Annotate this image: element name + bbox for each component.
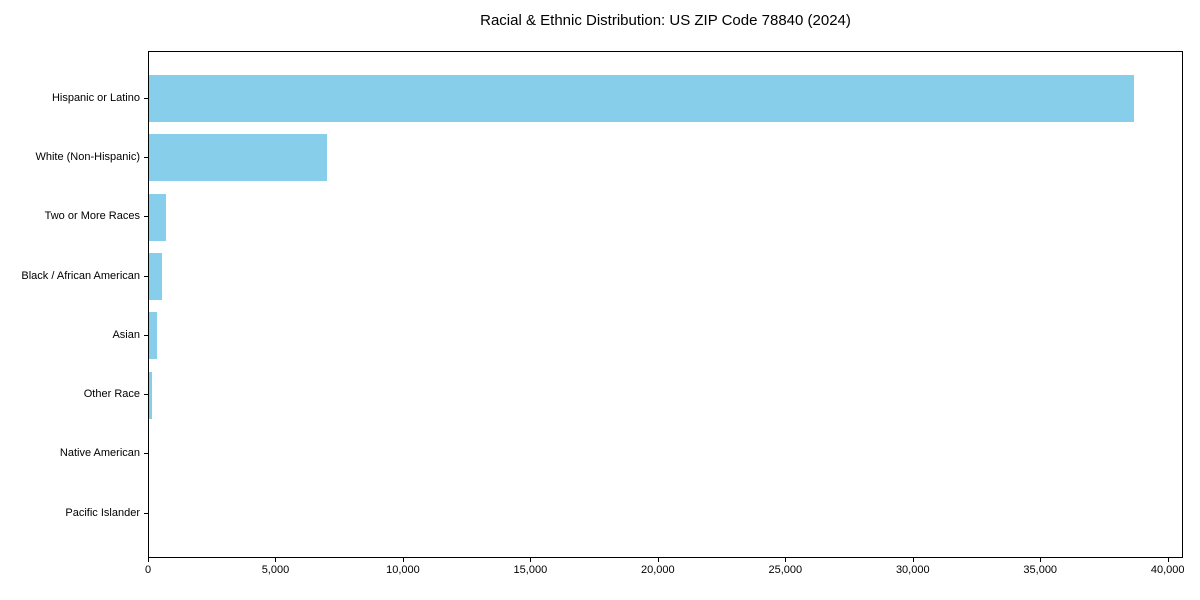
bar-hispanic-or-latino	[149, 75, 1134, 123]
y-tick-mark	[144, 512, 148, 514]
x-tick-mark	[785, 558, 787, 562]
y-axis-label-white-non-hispanic: White (Non-Hispanic)	[35, 150, 140, 163]
chart-title: Racial & Ethnic Distribution: US ZIP Cod…	[480, 12, 851, 29]
x-tick-label: 40,000	[1150, 564, 1185, 576]
bars-container	[149, 52, 1182, 543]
x-tick-mark	[912, 558, 914, 562]
bar-other-race	[149, 371, 152, 419]
x-tick-mark	[1167, 558, 1169, 562]
y-axis-label-native-american: Native American	[59, 447, 140, 460]
y-tick-mark	[144, 156, 148, 158]
x-tick-label: 30,000	[895, 564, 930, 576]
x-tick-mark	[402, 558, 404, 562]
bar-two-or-more-races	[149, 193, 167, 241]
bar-row	[149, 425, 1182, 484]
y-axis-label-pacific-islander: Pacific Islander	[65, 506, 140, 519]
x-tick-label: 5,000	[261, 564, 290, 576]
y-tick-mark	[144, 275, 148, 277]
bar-row	[149, 365, 1182, 424]
x-tick-mark	[148, 558, 149, 562]
x-tick-mark	[1040, 558, 1042, 562]
x-tick-label: 20,000	[641, 564, 675, 576]
y-axis-label-two-or-more-races: Two or More Races	[44, 210, 140, 223]
bar-white-non-hispanic	[149, 134, 328, 182]
x-tick-mark	[275, 558, 277, 562]
bar-row	[149, 128, 1182, 187]
x-tick-label: 10,000	[386, 564, 420, 576]
y-tick-mark	[144, 453, 148, 455]
y-tick-mark	[144, 334, 148, 336]
x-tick-label: 25,000	[768, 564, 803, 576]
x-tick-label: 35,000	[1023, 564, 1058, 576]
y-axis-label-hispanic-or-latino: Hispanic or Latino	[51, 91, 140, 104]
plot-area	[148, 51, 1183, 558]
bar-black-african-american	[149, 253, 163, 301]
bar-row	[149, 69, 1182, 128]
y-tick-mark	[144, 216, 148, 218]
y-axis-label-black-african-american: Black / African American	[21, 269, 140, 282]
bar-row	[149, 247, 1182, 306]
x-tick-label: 0	[144, 564, 152, 576]
y-axis-label-other-race: Other Race	[83, 388, 140, 401]
y-axis-label-asian: Asian	[112, 328, 140, 341]
bar-row	[149, 484, 1182, 543]
bar-row	[149, 306, 1182, 365]
x-tick-mark	[530, 558, 532, 562]
y-tick-mark	[144, 394, 148, 396]
y-tick-mark	[144, 97, 148, 99]
x-tick-mark	[657, 558, 659, 562]
x-tick-label: 15,000	[513, 564, 548, 576]
bar-asian	[149, 312, 157, 360]
bar-row	[149, 188, 1182, 247]
